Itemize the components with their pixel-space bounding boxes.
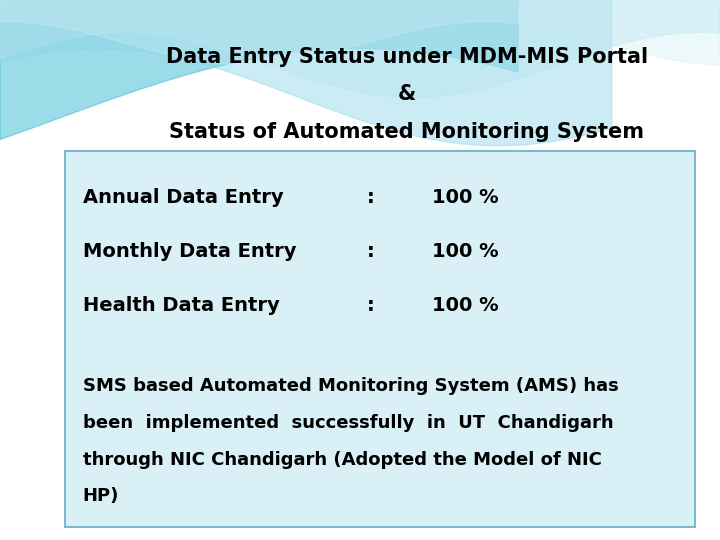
Text: HP): HP) (83, 487, 120, 505)
FancyBboxPatch shape (65, 151, 695, 526)
Text: :: : (367, 295, 374, 315)
Text: Data Entry Status under MDM-MIS Portal: Data Entry Status under MDM-MIS Portal (166, 46, 648, 67)
Text: :: : (367, 187, 374, 207)
Text: 100 %: 100 % (432, 241, 499, 261)
Text: SMS based Automated Monitoring System (AMS) has: SMS based Automated Monitoring System (A… (83, 377, 618, 395)
Text: been  implemented  successfully  in  UT  Chandigarh: been implemented successfully in UT Chan… (83, 414, 613, 432)
Polygon shape (0, 0, 720, 97)
Text: :: : (367, 241, 374, 261)
Text: 100 %: 100 % (432, 295, 499, 315)
Text: through NIC Chandigarh (Adopted the Model of NIC: through NIC Chandigarh (Adopted the Mode… (83, 450, 602, 469)
Text: &: & (397, 84, 416, 105)
Polygon shape (0, 0, 612, 146)
Text: Health Data Entry: Health Data Entry (83, 295, 279, 315)
Polygon shape (0, 0, 518, 139)
Text: Monthly Data Entry: Monthly Data Entry (83, 241, 297, 261)
Text: Status of Automated Monitoring System: Status of Automated Monitoring System (169, 122, 644, 143)
Polygon shape (0, 0, 720, 65)
FancyBboxPatch shape (0, 0, 720, 151)
Text: Annual Data Entry: Annual Data Entry (83, 187, 284, 207)
Text: 100 %: 100 % (432, 187, 499, 207)
